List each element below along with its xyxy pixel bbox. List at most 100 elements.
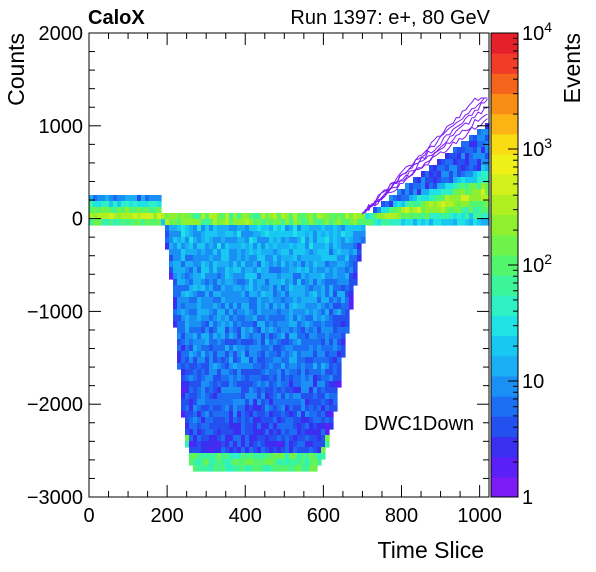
heatmap-cell [481,177,486,184]
heatmap-cell [201,231,206,238]
heatmap-cell [193,387,198,394]
heatmap-cell [237,357,242,364]
heatmap-cell [233,327,238,334]
heatmap-cell [253,453,258,460]
heatmap-cell [293,255,298,262]
heatmap-cell [285,285,290,292]
heatmap-cell [185,381,190,388]
heatmap-cell [305,339,310,346]
heatmap-cell [293,243,298,250]
heatmap-cell [309,411,314,418]
heatmap-cell [345,231,350,238]
heatmap-cell [341,327,346,334]
heatmap-cell [277,327,282,334]
heatmap-cell [209,465,214,472]
heatmap-cell [261,411,266,418]
heatmap-cell [217,423,222,430]
heatmap-cell [349,237,354,244]
heatmap-cell [285,417,290,424]
heatmap-cell [269,255,274,262]
heatmap-cell [421,201,426,208]
heatmap-cell [165,219,170,226]
heatmap-cell [101,207,106,214]
heatmap-cell [245,243,250,250]
heatmap-cell [209,441,214,448]
heatmap-cell [289,459,294,466]
heatmap-cell [281,291,286,298]
heatmap-cell [409,183,414,190]
heatmap-cell [205,423,210,430]
heatmap-cell [205,429,210,436]
heatmap-cell [229,249,234,256]
heatmap-cell [465,195,470,202]
heatmap-cell [273,303,278,310]
heatmap-cell [225,375,230,382]
heatmap-cell [417,213,422,220]
heatmap-cell [201,369,206,376]
heatmap-cell [349,225,354,232]
heatmap-cell [449,195,454,202]
heatmap-cell [277,369,282,376]
heatmap-cell [305,369,310,376]
heatmap-cell [229,399,234,406]
heatmap-cell [193,309,198,316]
heatmap-cell [273,213,278,220]
heatmap-cell [177,339,182,346]
heatmap-cell [357,243,362,250]
heatmap-cell [165,243,170,250]
heatmap-cell [357,231,362,238]
heatmap-cell [273,261,278,268]
heatmap-cell [125,201,130,208]
heatmap-cell [305,309,310,316]
heatmap-cell [249,261,254,268]
heatmap-cell [301,417,306,424]
heatmap-cell [293,273,298,280]
heatmap-cell [197,405,202,412]
heatmap-cell [325,291,330,298]
heatmap-cell [177,279,182,286]
heatmap-cell [245,315,250,322]
heatmap-cell [229,375,234,382]
heatmap-cell [317,231,322,238]
heatmap-cell [477,135,482,142]
heatmap-cell [381,207,386,214]
heatmap-cell [281,315,286,322]
heatmap-cell [297,303,302,310]
heatmap-cell [209,339,214,346]
heatmap-cell [237,441,242,448]
heatmap-cell [241,417,246,424]
heatmap-cell [297,381,302,388]
heatmap-cell [193,249,198,256]
heatmap-cell [181,381,186,388]
heatmap-cell [269,225,274,232]
heatmap-cell [309,357,314,364]
heatmap-cell [297,447,302,454]
heatmap-cell [257,399,262,406]
heatmap-cell [257,303,262,310]
heatmap-cell [229,369,234,376]
heatmap-cell [261,381,266,388]
heatmap-cell [301,381,306,388]
heatmap-cell [357,219,362,226]
heatmap-cell [273,381,278,388]
heatmap-cell [409,201,414,208]
heatmap-cell [245,405,250,412]
heatmap-cell [269,297,274,304]
heatmap-cell [229,303,234,310]
heatmap-cell [481,189,486,196]
heatmap-cell [481,171,486,178]
heatmap-cell [477,141,482,148]
heatmap-cell [445,171,450,178]
heatmap-cell [333,303,338,310]
heatmap-cell [253,231,258,238]
heatmap-cell [281,447,286,454]
heatmap-cell [169,237,174,244]
heatmap-cell [213,267,218,274]
heatmap-cell [201,243,206,250]
heatmap-cell [281,381,286,388]
heatmap-cell [305,375,310,382]
heatmap-cell [229,213,234,220]
heatmap-cell [277,453,282,460]
heatmap-cell [313,339,318,346]
